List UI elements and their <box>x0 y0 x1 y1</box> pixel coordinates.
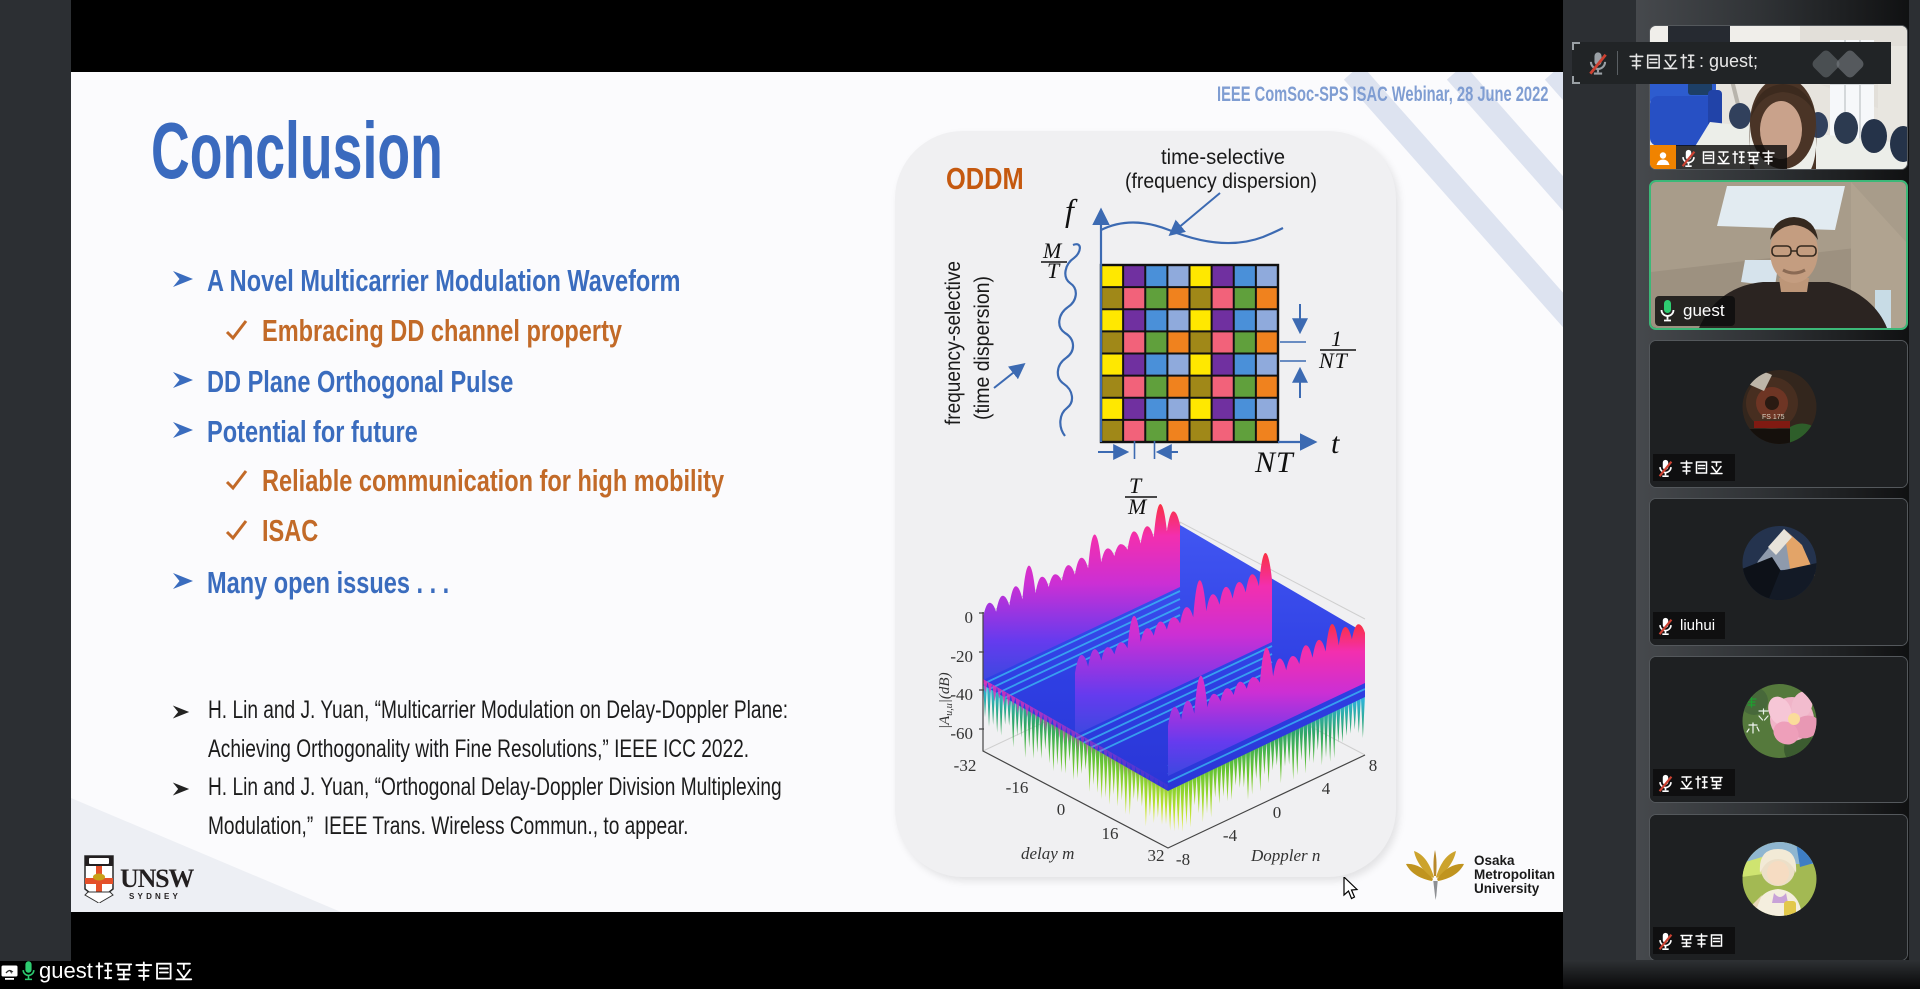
svg-text:time-selective: time-selective <box>1161 146 1285 169</box>
svg-text:SYDNEY: SYDNEY <box>129 892 181 901</box>
svg-text:-32: -32 <box>954 756 977 775</box>
svg-text:Metropolitan: Metropolitan <box>1474 867 1555 882</box>
svg-text:-8: -8 <box>1176 850 1190 869</box>
svg-text:M: M <box>1042 238 1063 263</box>
svg-text:-40: -40 <box>950 685 973 704</box>
svg-text:0: 0 <box>965 608 974 627</box>
svg-text:t: t <box>1331 427 1340 460</box>
svg-text:16: 16 <box>1102 824 1119 843</box>
svg-text:UNSW: UNSW <box>120 864 194 893</box>
svg-text:T: T <box>1129 473 1143 498</box>
svg-text:|Au,u|(dB): |Au,u|(dB) <box>937 672 955 729</box>
svg-text:0: 0 <box>1057 800 1066 819</box>
svg-text:f: f <box>1065 192 1078 228</box>
svg-text:Doppler n: Doppler n <box>1250 846 1320 865</box>
svg-text:32: 32 <box>1148 846 1165 865</box>
svg-text:frequency-selective: frequency-selective <box>942 261 965 425</box>
svg-text:-16: -16 <box>1006 778 1029 797</box>
svg-text:FS 175: FS 175 <box>1762 414 1785 421</box>
svg-text:1: 1 <box>1331 326 1342 351</box>
svg-text:M: M <box>1127 494 1148 519</box>
svg-text:T: T <box>1047 258 1061 283</box>
svg-text:delay m: delay m <box>1021 844 1074 863</box>
svg-text:8: 8 <box>1369 756 1378 775</box>
svg-text:Osaka: Osaka <box>1474 853 1515 868</box>
svg-text:-60: -60 <box>950 724 973 743</box>
svg-text:(time dispersion): (time dispersion) <box>971 276 994 420</box>
svg-text:NT: NT <box>1318 348 1349 373</box>
svg-text:(frequency dispersion): (frequency dispersion) <box>1125 170 1317 193</box>
svg-text:4: 4 <box>1322 779 1331 798</box>
svg-text:0: 0 <box>1273 803 1282 822</box>
svg-text:-20: -20 <box>950 647 973 666</box>
svg-text:-4: -4 <box>1223 826 1238 845</box>
svg-text:University: University <box>1474 881 1540 896</box>
svg-text:NT: NT <box>1254 446 1295 479</box>
